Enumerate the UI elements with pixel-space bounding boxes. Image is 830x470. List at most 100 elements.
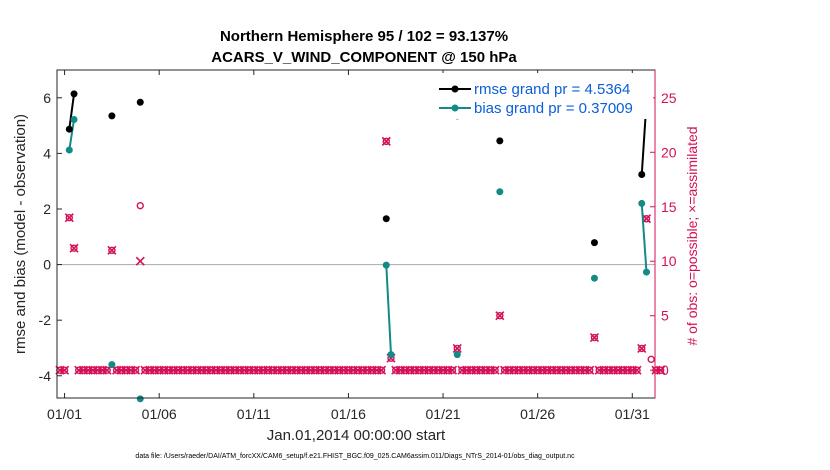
obs-possible-point bbox=[538, 366, 547, 374]
x-tick-label: 01/06 bbox=[142, 406, 177, 422]
rmse-point bbox=[382, 215, 390, 223]
bias-point bbox=[65, 146, 73, 154]
obs-possible-point bbox=[131, 366, 140, 374]
x-tick-label: 01/01 bbox=[47, 406, 82, 422]
obs-possible-point bbox=[235, 366, 244, 374]
obs-possible-point bbox=[595, 366, 603, 374]
y-axis-right-label: # of obs: o=possible; ×=assimilated bbox=[684, 126, 700, 345]
y-right-tick-label: 25 bbox=[661, 90, 677, 106]
obs-possible-point bbox=[567, 366, 575, 374]
legend-bias-marker bbox=[451, 104, 459, 112]
obs-possible-point bbox=[401, 366, 409, 374]
obs-possible-point bbox=[396, 366, 405, 374]
obs-possible-point bbox=[344, 366, 353, 374]
x-tick-label: 01/26 bbox=[520, 406, 555, 422]
obs-possible-point bbox=[586, 366, 594, 374]
obs-assimilated-point bbox=[107, 245, 117, 255]
bias-line-segment bbox=[385, 265, 393, 355]
bias-point bbox=[453, 351, 461, 359]
obs-possible-point bbox=[240, 366, 249, 374]
obs-possible-point bbox=[117, 366, 126, 374]
y-tick-label: -4 bbox=[39, 368, 52, 384]
y-right-tick-label: 10 bbox=[661, 253, 677, 269]
obs-possible-point bbox=[571, 366, 580, 374]
chart-title: Northern Hemisphere 95 / 102 = 93.137% bbox=[220, 28, 508, 45]
bias-line-segment bbox=[68, 119, 76, 151]
obs-possible-point bbox=[112, 366, 121, 374]
obs-possible-point bbox=[406, 366, 414, 374]
obs-possible-point bbox=[259, 366, 267, 374]
obs-possible-point bbox=[169, 366, 178, 374]
obs-possible-point bbox=[491, 366, 499, 374]
bias-point bbox=[638, 199, 646, 207]
x-tick-label: 01/11 bbox=[237, 406, 271, 422]
rmse-point bbox=[638, 171, 646, 179]
obs-assimilated-point bbox=[64, 213, 74, 223]
obs-possible-point bbox=[557, 366, 566, 374]
obs-possible-point bbox=[420, 366, 428, 374]
obs-possible-point bbox=[136, 201, 144, 210]
obs-possible-point bbox=[619, 366, 627, 374]
obs-possible-point bbox=[529, 366, 537, 374]
obs-possible-point bbox=[382, 137, 390, 146]
rmse-point bbox=[590, 239, 598, 247]
obs-possible-point bbox=[65, 213, 74, 222]
obs-possible-point bbox=[349, 366, 357, 374]
obs-possible-point bbox=[354, 366, 362, 374]
obs-possible-point bbox=[103, 366, 111, 374]
bias-point bbox=[382, 261, 390, 269]
obs-possible-point bbox=[264, 366, 272, 374]
obs-possible-point bbox=[368, 366, 376, 374]
obs-assimilated-point bbox=[69, 243, 79, 253]
obs-possible-point bbox=[515, 366, 523, 374]
obs-possible-point bbox=[160, 366, 168, 374]
obs-possible-point bbox=[141, 366, 149, 374]
obs-possible-point bbox=[638, 344, 646, 353]
obs-assimilated-point bbox=[381, 136, 391, 146]
obs-possible-point bbox=[231, 366, 239, 374]
obs-possible-point bbox=[472, 366, 480, 374]
obs-possible-point bbox=[425, 366, 433, 374]
obs-possible-point bbox=[410, 366, 419, 374]
obs-possible-point bbox=[325, 366, 334, 374]
obs-possible-point bbox=[656, 366, 665, 374]
obs-possible-point bbox=[98, 366, 107, 374]
obs-possible-point bbox=[164, 366, 173, 374]
obs-possible-point bbox=[283, 366, 291, 374]
bias-point bbox=[642, 268, 650, 276]
obs-possible-point bbox=[150, 366, 159, 374]
obs-possible-point bbox=[548, 366, 556, 374]
obs-possible-point bbox=[287, 366, 296, 374]
obs-assimilated-point bbox=[637, 343, 647, 353]
obs-possible-point bbox=[590, 333, 599, 342]
obs-possible-point bbox=[576, 366, 584, 374]
obs-possible-point bbox=[179, 366, 187, 374]
chart-subtitle: ACARS_V_WIND_COMPONENT @ 150 hPa bbox=[211, 49, 517, 66]
x-tick-label: 01/21 bbox=[426, 406, 461, 422]
obs-possible-point bbox=[79, 366, 88, 374]
obs-possible-point bbox=[604, 366, 613, 374]
obs-possible-point bbox=[363, 366, 372, 374]
rmse-point bbox=[70, 90, 78, 98]
obs-possible-point bbox=[392, 366, 400, 374]
x-axis-label: Jan.01,2014 00:00:00 start bbox=[267, 427, 446, 444]
obs-possible-point bbox=[292, 366, 301, 374]
x-tick-label: 01/31 bbox=[615, 406, 650, 422]
rmse-point bbox=[65, 125, 73, 133]
obs-possible-point bbox=[198, 366, 206, 374]
obs-possible-point bbox=[311, 366, 320, 374]
obs-assimilated-point bbox=[632, 365, 642, 375]
obs-possible-point bbox=[250, 366, 258, 374]
obs-possible-point bbox=[269, 366, 277, 374]
y-right-tick-label: 20 bbox=[661, 144, 677, 160]
obs-possible-point bbox=[500, 366, 509, 374]
y-tick-label: 0 bbox=[43, 257, 51, 273]
obs-possible-point bbox=[505, 366, 513, 374]
obs-possible-point bbox=[221, 366, 230, 374]
bias-line-segment bbox=[640, 203, 648, 273]
obs-assimilated-point bbox=[60, 365, 70, 375]
obs-possible-point bbox=[108, 246, 116, 255]
obs-possible-point bbox=[146, 366, 154, 374]
obs-possible-point bbox=[321, 366, 329, 374]
